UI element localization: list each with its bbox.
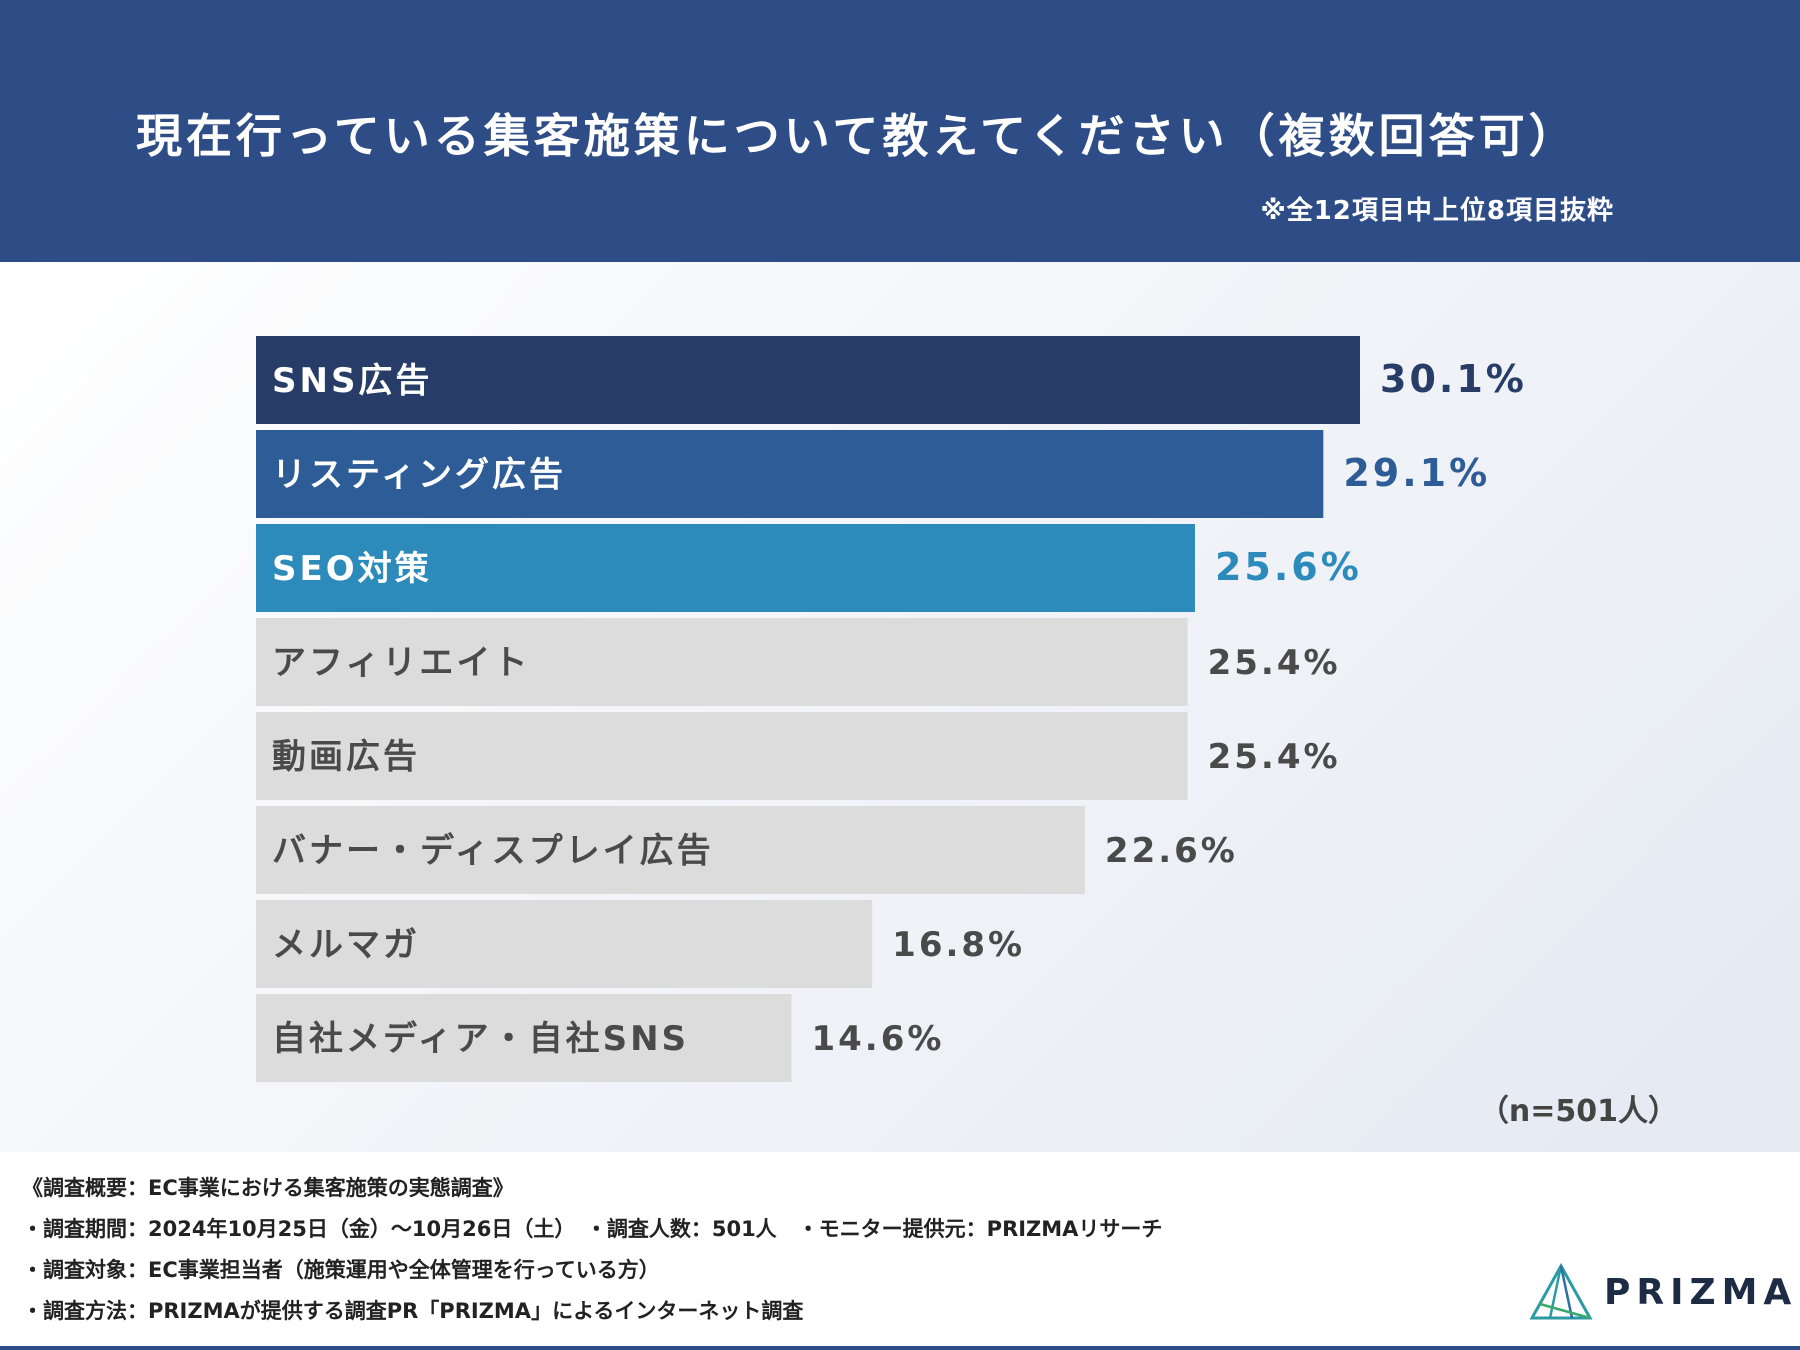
prizma-logo: PRIZMA [1528,1262,1791,1322]
bar-7 [256,900,873,988]
bar-value-1: 30.1% [1380,357,1527,401]
bar-value-8: 14.6% [811,1019,944,1059]
bar-label-5: 動画広告 [272,737,420,777]
prizma-logo-text: PRIZMA [1604,1272,1798,1313]
bar-value-4: 25.4% [1208,643,1341,683]
footer-rule [0,1346,1800,1350]
header-banner: 現在行っている集客施策について教えてください（複数回答可） ※全12項目中上位8… [0,0,1800,262]
survey-target: ・調査対象：EC事業担当者（施策運用や全体管理を行っている方） [22,1258,660,1282]
chart-title: 現在行っている集客施策について教えてください（複数回答可） [136,109,1579,163]
survey-overview-title: 《調査概要：EC事業における集客施策の実態調査》 [22,1176,514,1200]
survey-period: ・調査期間：2024年10月25日（金）〜10月26日（土） ・調査人数：501… [22,1217,1163,1241]
bar-label-7: メルマガ [272,925,420,965]
bar-label-3: SEO対策 [272,549,432,589]
bar-3 [256,524,1195,612]
bar-value-7: 16.8% [892,925,1025,965]
bar-label-4: アフィリエイト [272,643,530,683]
bar-label-8: 自社メディア・自社SNS [272,1019,689,1059]
subtitle-note: ※全12項目中上位8項目抜粋 [1260,196,1614,226]
bar-label-1: SNS広告 [272,361,432,401]
bar-value-2: 29.1% [1343,451,1490,495]
bar-8 [256,994,792,1082]
chart-area: SNS広告 30.1% リスティング広告 29.1% SEO対策 25.6% アフィリエイト… [0,262,1800,1152]
bar-2 [256,430,1324,518]
survey-overview: 《調査概要：EC事業における集客施策の実態調査》 ・調査期間：2024年10月2… [0,1152,1800,1350]
sample-size-note: （n=501人） [1478,1094,1678,1129]
bar-value-3: 25.6% [1215,545,1362,589]
bar-label-6: バナー・ディスプレイ広告 [272,831,714,871]
bar-5 [256,712,1188,800]
survey-method: ・調査方法：PRIZMAが提供する調査PR「PRIZMA」によるインターネット調… [22,1299,804,1323]
bar-chart: SNS広告 30.1% リスティング広告 29.1% SEO対策 25.6% アフィリエイト… [256,336,1527,1082]
prizma-logo-icon [1529,1262,1593,1320]
bar-value-5: 25.4% [1208,737,1341,777]
bar-1 [256,336,1360,424]
bar-6 [256,806,1085,894]
bar-label-2: リスティング広告 [272,455,566,495]
bar-4 [256,618,1188,706]
bar-value-6: 22.6% [1105,831,1238,871]
